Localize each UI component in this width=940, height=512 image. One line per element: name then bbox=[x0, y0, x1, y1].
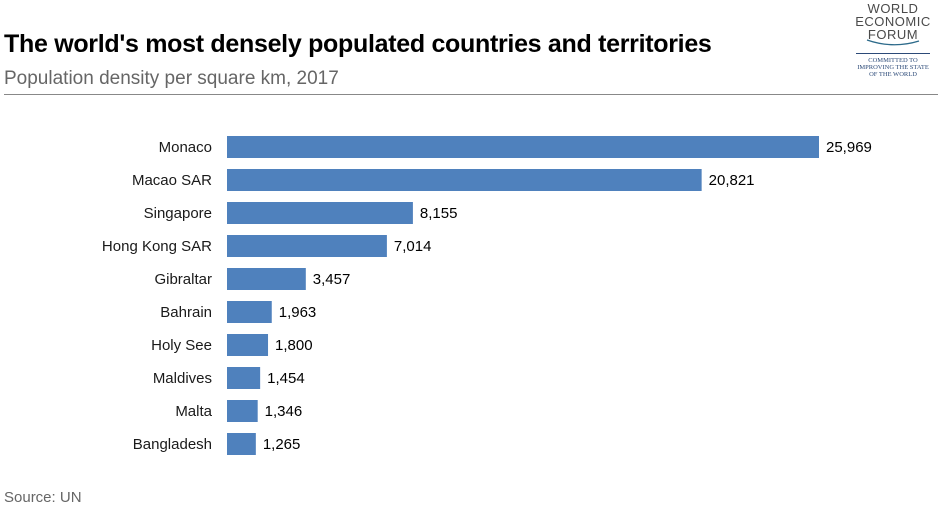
bar-malta bbox=[227, 400, 258, 422]
category-label: Singapore bbox=[144, 205, 212, 222]
bar-hong-kong-sar bbox=[227, 235, 387, 257]
bar-macao-sar bbox=[227, 169, 702, 191]
value-label: 7,014 bbox=[394, 238, 432, 255]
value-label: 3,457 bbox=[313, 271, 351, 288]
value-label: 1,346 bbox=[265, 403, 303, 420]
tagline-line-1: COMMITTED TO bbox=[868, 57, 918, 64]
logo-line-2: ECONOMIC bbox=[855, 14, 931, 29]
category-label: Bahrain bbox=[160, 304, 212, 321]
wef-logo: WORLD ECONOMIC FORUM COMMITTED TO IMPROV… bbox=[850, 2, 936, 78]
tagline-line-3: OF THE WORLD bbox=[869, 71, 917, 78]
value-label: 8,155 bbox=[420, 205, 458, 222]
value-label: 1,963 bbox=[279, 304, 317, 321]
value-label: 1,265 bbox=[263, 436, 301, 453]
category-label: Maldives bbox=[153, 370, 212, 387]
bar-maldives bbox=[227, 367, 261, 389]
value-label: 1,800 bbox=[275, 337, 313, 354]
header-divider bbox=[4, 94, 938, 95]
value-label: 1,454 bbox=[267, 370, 305, 387]
bar-gibraltar bbox=[227, 268, 306, 290]
bars-layer: Monaco 25,969 Macao SAR 20,821 Singapore 8,15… bbox=[102, 136, 872, 455]
category-label: Bangladesh bbox=[133, 436, 212, 453]
logo-tagline: COMMITTED TO IMPROVING THE STATE OF THE … bbox=[856, 53, 930, 78]
category-label: Monaco bbox=[159, 139, 212, 156]
category-label: Macao SAR bbox=[132, 172, 212, 189]
category-label: Hong Kong SAR bbox=[102, 238, 212, 255]
chart-subtitle: Population density per square km, 2017 bbox=[4, 68, 339, 89]
value-label: 25,969 bbox=[826, 139, 872, 156]
bar-holy-see bbox=[227, 334, 269, 356]
logo-arc-icon bbox=[866, 39, 920, 46]
category-label: Malta bbox=[175, 403, 212, 420]
bar-bahrain bbox=[227, 301, 272, 323]
value-label: 20,821 bbox=[709, 172, 755, 189]
logo-line-3: FORUM bbox=[867, 27, 919, 42]
logo-line-1: WORLD bbox=[867, 1, 919, 16]
bar-monaco bbox=[227, 136, 819, 158]
bar-bangladesh bbox=[227, 433, 256, 455]
category-label: Holy See bbox=[151, 337, 212, 354]
category-label: Gibraltar bbox=[154, 271, 212, 288]
tagline-line-2: IMPROVING THE STATE bbox=[857, 64, 929, 71]
source-note: Source: UN bbox=[4, 489, 82, 506]
bar-chart: Monaco 25,969 Macao SAR 20,821 Singapore 8,15… bbox=[102, 136, 872, 455]
chart-title: The world's most densely populated count… bbox=[4, 30, 712, 58]
bar-singapore bbox=[227, 202, 413, 224]
